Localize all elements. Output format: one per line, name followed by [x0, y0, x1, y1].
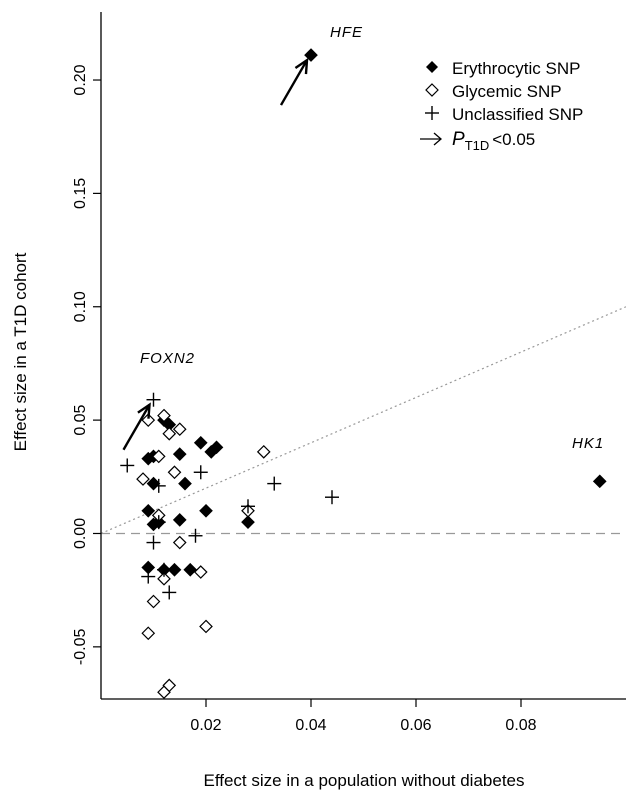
point-glycemic [151, 449, 166, 464]
identity-reference-line [100, 306, 626, 535]
legend-marker-unclassified [425, 106, 439, 120]
y-tick-label: 0.20 [72, 64, 89, 95]
y-axis-label: Effect size in a T1D cohort [11, 252, 30, 451]
point-unclassified [120, 458, 135, 473]
significance-arrow [122, 402, 151, 451]
x-tick-label: 0.04 [295, 717, 326, 734]
point-glycemic [167, 465, 182, 480]
point-unclassified [151, 478, 166, 493]
point-glycemic [136, 472, 150, 486]
point-unclassified [157, 562, 171, 577]
x-ticks: 0.02 0.04 0.06 0.08 [190, 699, 537, 734]
point-erythrocytic [146, 476, 161, 491]
point-erythrocytic [141, 503, 156, 518]
point-erythrocytic [172, 513, 187, 527]
legend: Erythrocytic SNP Glycemic SNP Unclassifi… [420, 59, 583, 153]
annotation-hfe: HFE [330, 24, 363, 41]
point-erythrocytic [241, 515, 255, 529]
x-axis-label: Effect size in a population without diab… [203, 771, 524, 790]
legend-p-threshold: PT1D <0.05 [452, 129, 535, 153]
point-glycemic [157, 685, 171, 700]
point-erythrocytic [199, 503, 213, 518]
y-tick-label: 0.05 [72, 404, 89, 435]
point-erythrocytic [193, 435, 208, 450]
point-glycemic [199, 619, 213, 634]
y-ticks: -0.05 0.00 0.05 0.10 0.15 0.20 [72, 64, 101, 665]
point-unclassified [188, 528, 203, 543]
point-glycemic [146, 594, 161, 609]
point-erythrocytic [592, 474, 607, 489]
x-tick-label: 0.06 [400, 717, 431, 734]
point-unclassified [141, 569, 156, 584]
legend-erythrocytic: Erythrocytic SNP [452, 59, 580, 78]
point-unclassified [146, 392, 161, 407]
significance-arrow [279, 57, 309, 106]
point-unclassified [151, 515, 166, 530]
x-tick-label: 0.02 [190, 717, 221, 734]
point-erythrocytic [183, 562, 198, 577]
y-tick-label: 0.10 [72, 291, 89, 322]
point-unclassified [193, 465, 208, 480]
point-unclassified [325, 490, 339, 505]
legend-marker-erythrocytic [426, 61, 438, 73]
point-glycemic [157, 408, 171, 423]
legend-arrow-icon [420, 132, 442, 146]
y-tick-label: -0.05 [72, 629, 89, 666]
point-unclassified [146, 535, 161, 550]
legend-marker-glycemic [425, 83, 439, 97]
point-glycemic [141, 413, 156, 427]
point-unclassified [241, 499, 255, 514]
point-glycemic [193, 565, 208, 579]
point-erythrocytic [172, 447, 187, 461]
point-glycemic [256, 445, 271, 459]
legend-unclassified: Unclassified SNP [452, 105, 583, 124]
axes [100, 12, 626, 700]
x-tick-label: 0.08 [505, 717, 536, 734]
annotation-foxn2: FOXN2 [140, 350, 195, 367]
point-glycemic [141, 626, 156, 641]
annotation-hk1: HK1 [572, 435, 604, 452]
point-erythrocytic [167, 562, 182, 577]
point-erythrocytic [209, 440, 224, 455]
point-unclassified [267, 476, 282, 491]
point-glycemic [157, 571, 171, 586]
point-unclassified [162, 585, 177, 600]
y-tick-label: 0.15 [72, 178, 89, 209]
point-glycemic [172, 422, 187, 437]
point-glycemic [162, 426, 177, 441]
point-erythrocytic [178, 476, 192, 491]
legend-glycemic: Glycemic SNP [452, 82, 562, 101]
point-glycemic [172, 535, 187, 550]
reference-lines [100, 306, 626, 535]
significance-arrows [122, 57, 309, 451]
y-tick-label: 0.00 [72, 518, 89, 549]
